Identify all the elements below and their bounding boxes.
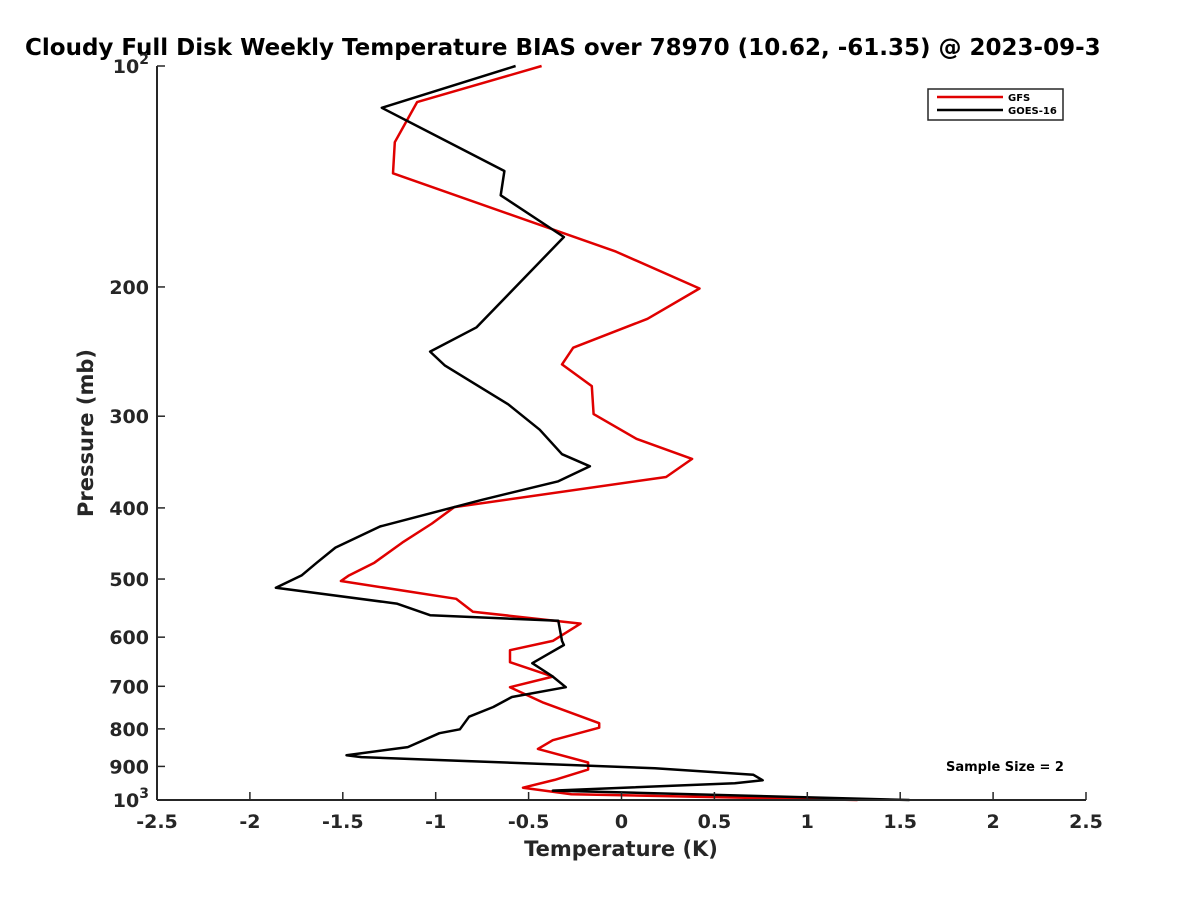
y-tick-label: 200 xyxy=(109,277,149,299)
x-tick-label: 1 xyxy=(801,811,814,833)
y-axis-title: Pressure (mb) xyxy=(74,349,98,517)
series-line-gfs xyxy=(339,64,858,802)
x-axis: -2.5 -2 -1.5 -1 -0.5 0 0.5 1 1.5 2 2.5 xyxy=(136,792,1103,833)
x-tick-label: 1.5 xyxy=(883,811,917,833)
legend: GFS GOES-16 xyxy=(927,88,1064,121)
x-tick-label: 2.5 xyxy=(1069,811,1103,833)
y-tick-label: 300 xyxy=(109,406,149,428)
legend-label-goes16: GOES-16 xyxy=(1008,106,1057,117)
y-tick-label: 400 xyxy=(109,498,149,520)
x-tick-label: -1 xyxy=(425,811,446,833)
y-tick-label: 500 xyxy=(109,569,149,591)
legend-label-gfs: GFS xyxy=(1008,93,1030,104)
x-tick-label: -2 xyxy=(239,811,260,833)
y-tick-label: 700 xyxy=(109,676,149,698)
y-tick-label: 800 xyxy=(109,719,149,741)
sample-size-annotation: Sample Size = 2 xyxy=(946,760,1064,775)
series-line-goes16 xyxy=(274,64,910,802)
x-tick-label: 0.5 xyxy=(698,811,732,833)
x-axis-title: Temperature (K) xyxy=(524,837,718,861)
y-axis: 102 200 300 400 500 600 700 800 900 103 xyxy=(109,52,165,812)
x-tick-label: 0 xyxy=(615,811,628,833)
x-tick-label: -1.5 xyxy=(322,811,364,833)
plot-area xyxy=(274,64,910,802)
x-tick-label: 2 xyxy=(986,811,999,833)
y-tick-label: 102 xyxy=(113,52,149,78)
x-tick-label: -0.5 xyxy=(508,811,550,833)
y-tick-label: 600 xyxy=(109,627,149,649)
y-tick-label: 900 xyxy=(109,756,149,778)
x-tick-label: -2.5 xyxy=(136,811,178,833)
y-tick-label: 103 xyxy=(113,786,149,812)
chart-title: Cloudy Full Disk Weekly Temperature BIAS… xyxy=(25,35,1101,61)
legend-box xyxy=(927,88,1064,121)
